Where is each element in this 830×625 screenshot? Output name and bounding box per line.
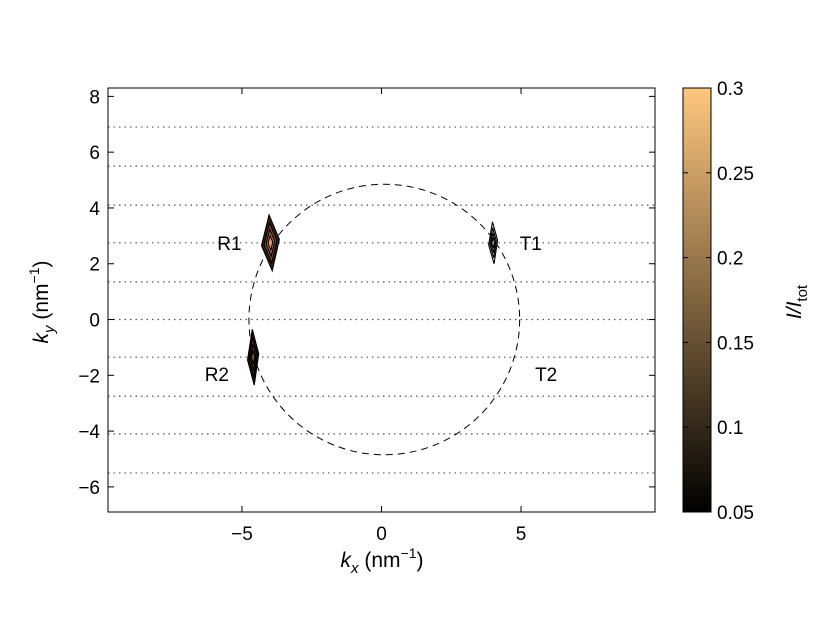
y-axis-title: ky (nm−1) [26, 261, 58, 344]
colorbar-tick-label: 0.1 [717, 418, 743, 439]
y-tick-label: 8 [89, 87, 100, 108]
y-tick-label: 4 [89, 199, 100, 220]
y-tick-label: 2 [89, 255, 100, 276]
colorbar-title: I/Itot [783, 284, 811, 319]
y-tick-label: −6 [78, 478, 100, 499]
peak-label-t1: T1 [520, 234, 542, 255]
x-tick-label: 5 [516, 524, 527, 545]
dashed-circle [248, 183, 521, 456]
x-tick-label: 0 [376, 524, 387, 545]
y-tick-label: 0 [89, 311, 100, 332]
y-tick-label: −4 [78, 422, 100, 443]
x-tick-label: −5 [231, 524, 253, 545]
colorbar-tick-label: 0.15 [717, 333, 754, 354]
colorbar-tick-label: 0.2 [717, 249, 743, 270]
colorbar [682, 87, 712, 513]
colorbar-tick-label: 0.3 [717, 79, 743, 100]
y-tick-label: −2 [78, 366, 100, 387]
peak-contour-r2 [251, 349, 256, 365]
colorbar-tick-label: 0.25 [717, 164, 754, 185]
peak-contour-t1 [491, 237, 495, 249]
peak-label-r2: R2 [205, 365, 229, 386]
y-tick-label: 6 [89, 143, 100, 164]
peak-label-r1: R1 [217, 234, 241, 255]
plot-area [108, 88, 655, 512]
peak-label-t2: T2 [535, 365, 557, 386]
x-axis-title: kx (nm−1) [341, 545, 424, 577]
peak-contour-r1 [267, 233, 274, 252]
colorbar-tick-label: 0.05 [717, 503, 754, 524]
